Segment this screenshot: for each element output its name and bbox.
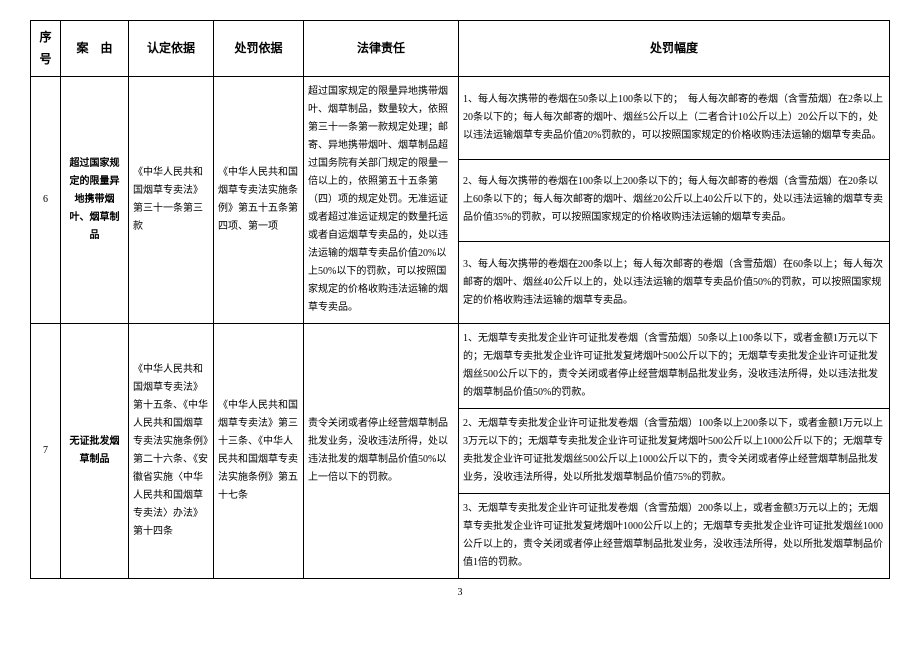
header-basis1: 认定依据 <box>129 21 214 77</box>
header-basis2: 处罚依据 <box>214 21 304 77</box>
header-row: 序号 案 由 认定依据 处罚依据 法律责任 处罚幅度 <box>31 21 890 77</box>
cell-basis1: 《中华人民共和国烟草专卖法》第三十一条第三款 <box>129 77 214 324</box>
cell-penalty: 2、无烟草专卖批发企业许可证批发卷烟（含雪茄烟）100条以上200条以下，或者金… <box>459 409 890 494</box>
cell-penalty: 3、无烟草专卖批发企业许可证批发卷烟（含雪茄烟）200条以上，或者金额3万元以上… <box>459 494 890 579</box>
header-liability: 法律责任 <box>304 21 459 77</box>
table-row: 6 超过国家规定的限量异地携带烟叶、烟草制品 《中华人民共和国烟草专卖法》第三十… <box>31 77 890 159</box>
cell-basis2: 《中华人民共和国烟草专卖法》第三十三条、《中华人民共和国烟草专卖法实施条例》第五… <box>214 324 304 579</box>
cell-basis1: 《中华人民共和国烟草专卖法》第十五条、《中华人民共和国烟草专卖法实施条例》第二十… <box>129 324 214 579</box>
cell-penalty: 3、每人每次携带的卷烟在200条以上；每人每次邮寄的卷烟（含雪茄烟）在60条以上… <box>459 241 890 323</box>
cell-penalty: 1、每人每次携带的卷烟在50条以上100条以下的； 每人每次邮寄的卷烟（含雪茄烟… <box>459 77 890 159</box>
cell-penalty: 1、无烟草专卖批发企业许可证批发卷烟（含雪茄烟）50条以上100条以下，或者金额… <box>459 324 890 409</box>
cell-seq: 6 <box>31 77 61 324</box>
table-row: 7 无证批发烟草制品 《中华人民共和国烟草专卖法》第十五条、《中华人民共和国烟草… <box>31 324 890 409</box>
header-seq: 序号 <box>31 21 61 77</box>
cell-liability: 超过国家规定的限量异地携带烟叶、烟草制品，数量较大，依照第三十一条第一款规定处理… <box>304 77 459 324</box>
cell-basis2: 《中华人民共和国烟草专卖法实施条例》第五十五条第四项、第一项 <box>214 77 304 324</box>
header-case: 案 由 <box>61 21 129 77</box>
cell-case: 无证批发烟草制品 <box>61 324 129 579</box>
cell-seq: 7 <box>31 324 61 579</box>
header-penalty: 处罚幅度 <box>459 21 890 77</box>
cell-liability: 责令关闭或者停止经营烟草制品批发业务，没收违法所得，处以违法批发的烟草制品价值5… <box>304 324 459 579</box>
page-number: 3 <box>30 587 890 598</box>
regulation-table: 序号 案 由 认定依据 处罚依据 法律责任 处罚幅度 6 超过国家规定的限量异地… <box>30 20 890 579</box>
cell-case: 超过国家规定的限量异地携带烟叶、烟草制品 <box>61 77 129 324</box>
cell-penalty: 2、每人每次携带的卷烟在100条以上200条以下的；每人每次邮寄的卷烟（含雪茄烟… <box>459 159 890 241</box>
